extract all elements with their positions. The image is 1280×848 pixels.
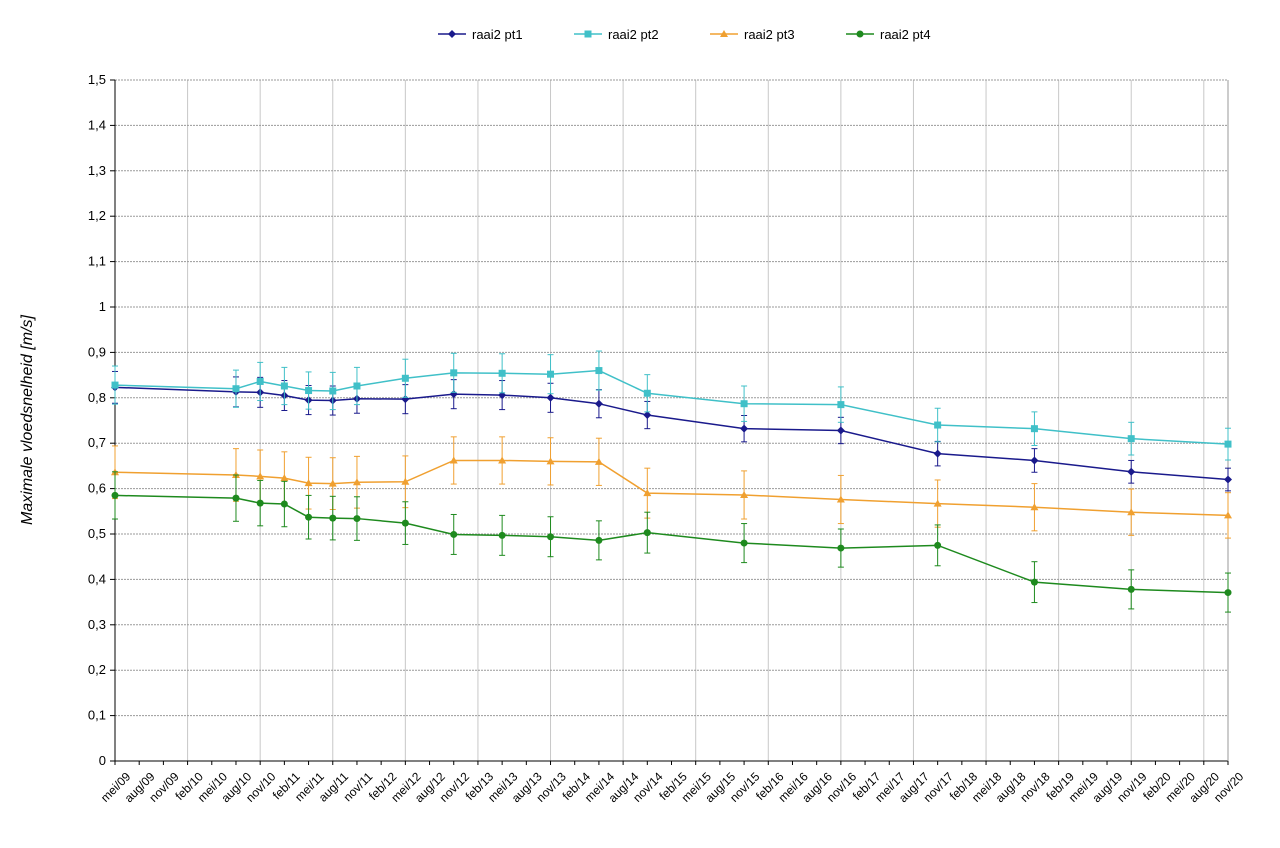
- data-point: [1030, 578, 1038, 586]
- data-point: [232, 494, 240, 502]
- data-point: [836, 426, 845, 435]
- data-point: [740, 424, 749, 433]
- data-point: [256, 472, 265, 480]
- data-point: [1030, 456, 1039, 465]
- data-point: [740, 400, 748, 408]
- series-raai2-pt4: [111, 471, 1232, 613]
- data-point: [546, 393, 555, 402]
- data-point: [1030, 503, 1039, 511]
- plot-area: [115, 80, 1228, 761]
- y-tick-label: 0: [99, 753, 106, 768]
- data-point: [837, 544, 845, 552]
- y-tick-label: 0,5: [88, 526, 106, 541]
- y-tick-label: 0,8: [88, 390, 106, 405]
- data-point: [401, 374, 409, 382]
- y-tick-label: 0,4: [88, 571, 106, 586]
- data-point: [643, 389, 651, 397]
- data-point: [450, 369, 458, 377]
- data-point: [280, 500, 288, 508]
- legend-swatch: [710, 30, 738, 37]
- data-point: [329, 387, 337, 395]
- data-point: [352, 478, 361, 486]
- legend-item: raai2 pt2: [574, 22, 659, 46]
- data-point: [643, 411, 652, 420]
- data-point: [450, 530, 458, 538]
- data-point: [304, 479, 313, 487]
- data-point: [836, 495, 845, 503]
- data-point: [1127, 585, 1135, 593]
- data-point: [401, 477, 410, 485]
- data-point: [643, 489, 652, 497]
- y-tick-label: 1,2: [88, 208, 106, 223]
- data-point: [594, 399, 603, 408]
- data-point: [594, 457, 603, 465]
- y-tick-label: 1,5: [88, 72, 106, 87]
- data-point: [280, 382, 288, 390]
- data-point: [305, 513, 313, 521]
- data-point: [740, 539, 748, 547]
- y-tick-label: 0,9: [88, 344, 106, 359]
- data-point: [329, 514, 337, 522]
- legend-label: raai2 pt4: [880, 26, 931, 42]
- data-point: [498, 531, 506, 539]
- data-point: [498, 369, 506, 377]
- legend-item: raai2 pt1: [438, 22, 523, 46]
- data-point: [1127, 508, 1136, 516]
- data-point: [933, 499, 942, 507]
- data-point: [595, 536, 603, 544]
- data-point: [546, 457, 555, 465]
- data-point: [111, 381, 119, 389]
- y-tick-label: 1,3: [88, 163, 106, 178]
- series-raai2-pt2: [111, 350, 1232, 461]
- data-point: [353, 515, 361, 523]
- legend-swatch: [574, 30, 602, 38]
- legend-label: raai2 pt3: [744, 26, 795, 42]
- y-tick-label: 0,2: [88, 662, 106, 677]
- data-point: [449, 456, 458, 464]
- data-point: [1127, 467, 1136, 476]
- data-point: [1127, 435, 1135, 443]
- data-point: [1030, 425, 1038, 433]
- data-point: [232, 385, 240, 393]
- y-tick-label: 0,7: [88, 435, 106, 450]
- data-point: [1224, 475, 1232, 484]
- legend-swatch: [438, 30, 466, 38]
- y-tick-label: 1: [99, 299, 106, 314]
- legend-label: raai2 pt1: [472, 26, 523, 42]
- y-tick-label: 0,1: [88, 708, 106, 723]
- data-point: [933, 449, 942, 458]
- data-point: [111, 491, 119, 499]
- data-point: [256, 499, 264, 507]
- data-point: [353, 382, 361, 390]
- data-point: [837, 401, 845, 409]
- data-point: [740, 490, 749, 498]
- data-point: [934, 421, 942, 429]
- data-point: [401, 519, 409, 527]
- legend-item: raai2 pt3: [710, 22, 795, 46]
- data-point: [547, 533, 555, 541]
- legend-item: raai2 pt4: [846, 22, 931, 46]
- data-point: [305, 387, 313, 395]
- y-tick-label: 1,4: [88, 117, 106, 132]
- data-point: [547, 370, 555, 378]
- data-point: [1224, 440, 1232, 448]
- data-point: [1224, 589, 1232, 597]
- y-tick-label: 0,3: [88, 617, 106, 632]
- data-point: [1224, 511, 1232, 519]
- legend-label: raai2 pt2: [608, 26, 659, 42]
- data-point: [498, 456, 507, 464]
- data-point: [328, 479, 337, 487]
- data-point: [934, 541, 942, 549]
- data-point: [256, 377, 264, 385]
- legend-swatch: [846, 30, 874, 38]
- y-tick-label: 0,6: [88, 481, 106, 496]
- data-point: [595, 367, 603, 375]
- data-point: [280, 474, 289, 482]
- y-tick-label: 1,1: [88, 254, 106, 269]
- legend: raai2 pt1 raai2 pt2 raai2 pt3 raai2 pt4: [0, 22, 1280, 46]
- data-point: [643, 529, 651, 537]
